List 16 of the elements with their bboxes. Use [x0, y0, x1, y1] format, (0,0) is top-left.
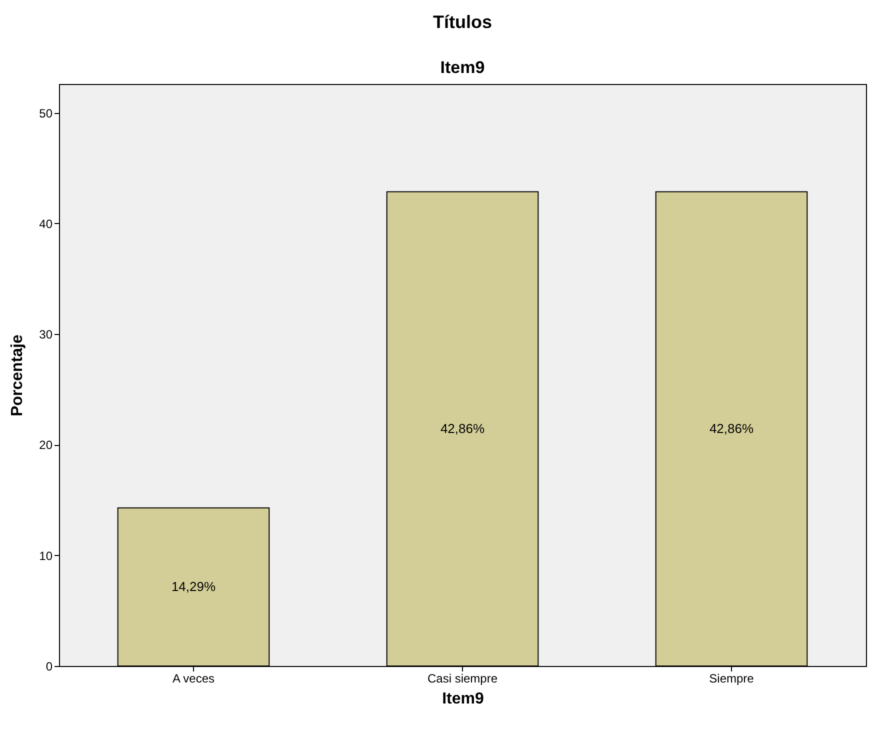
- data-label: 42,86%: [709, 420, 754, 436]
- y-tick-label: 10: [39, 548, 53, 563]
- x-tick-label: A veces: [172, 672, 215, 686]
- chart-title: Títulos: [433, 12, 492, 32]
- x-axis-title: Item9: [442, 690, 484, 708]
- data-label: 14,29%: [171, 578, 216, 594]
- y-tick-label: 40: [39, 216, 53, 231]
- y-axis-title: Porcentaje: [9, 334, 26, 416]
- x-tick-label: Casi siempre: [427, 672, 498, 686]
- x-tick-label: Siempre: [709, 672, 754, 686]
- y-tick-label: 30: [39, 328, 53, 342]
- y-tick-label: 50: [39, 106, 53, 120]
- y-tick-label: 0: [46, 660, 53, 674]
- chart-subtitle: Item9: [440, 58, 485, 77]
- data-label: 42,86%: [440, 420, 485, 436]
- y-tick-label: 20: [39, 438, 53, 452]
